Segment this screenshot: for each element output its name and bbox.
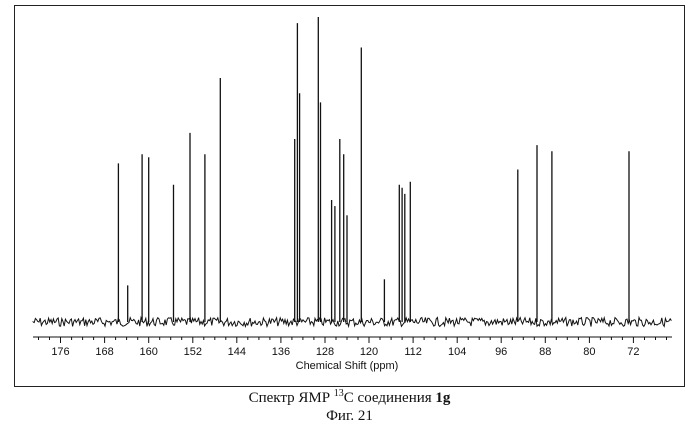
- figure-number: Фиг. 21: [0, 408, 699, 425]
- caption-middle: C соединения: [344, 390, 436, 406]
- x-tick-label: 152: [184, 346, 202, 358]
- x-tick-label: 96: [495, 346, 507, 358]
- x-tick-label: 144: [228, 346, 246, 358]
- x-tick-label: 80: [583, 346, 595, 358]
- baseline-noise-trace: [33, 318, 671, 327]
- x-tick-label: 120: [360, 346, 378, 358]
- figure-caption: Спектр ЯМР 13C соединения 1g: [0, 388, 699, 407]
- x-tick-label: 104: [448, 346, 466, 358]
- peak-group: [118, 17, 629, 322]
- caption-compound: 1g: [435, 390, 450, 406]
- x-tick-label: 72: [627, 346, 639, 358]
- nmr-spectrum-plot: 176 168 160 152 144 136 128 120 112 104 96 88 80 72 C…: [15, 6, 684, 386]
- caption-isotope: 13: [334, 388, 344, 399]
- x-tick-label: 128: [316, 346, 334, 358]
- spectrum-chart-frame: 176 168 160 152 144 136 128 120 112 104 96 88 80 72 C…: [14, 5, 685, 387]
- x-axis: 176 168 160 152 144 136 128 120 112 104 96 88 80 72: [33, 337, 672, 358]
- caption-prefix: Спектр ЯМР: [249, 390, 334, 406]
- x-tick-label: 176: [51, 346, 69, 358]
- x-tick-label: 112: [404, 346, 422, 358]
- x-tick-label: 168: [95, 346, 113, 358]
- x-tick-label: 136: [272, 346, 290, 358]
- x-axis-label: Chemical Shift (ppm): [296, 360, 399, 372]
- x-tick-label: 88: [539, 346, 551, 358]
- baseline-noise: [33, 318, 671, 327]
- x-tick-label: 160: [140, 346, 158, 358]
